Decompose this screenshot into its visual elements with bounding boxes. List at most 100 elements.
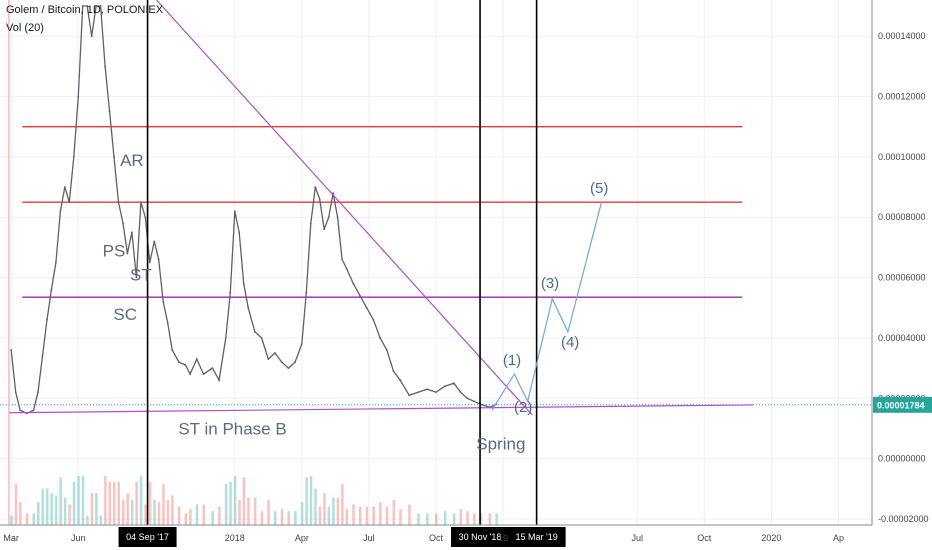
date-marker-label: 30 Nov '18	[459, 532, 502, 542]
current-price-label: 0.00001784	[877, 400, 925, 410]
price-point	[99, 5, 102, 7]
projection-path	[491, 202, 603, 411]
volume-bar	[336, 497, 340, 525]
price-point	[171, 349, 174, 351]
volume-bar	[309, 476, 313, 525]
price-point	[399, 379, 402, 382]
volume-bar	[247, 497, 250, 525]
volume-bar	[202, 504, 205, 525]
wave-label: (2)	[514, 399, 532, 416]
price-point	[177, 361, 180, 363]
price-point	[459, 391, 462, 394]
volume-bar	[435, 513, 438, 525]
volume-bar	[318, 506, 322, 525]
price-point	[224, 337, 227, 339]
volume-bar	[157, 502, 161, 525]
price-point	[153, 240, 156, 243]
current-price-badge	[873, 396, 932, 413]
time-tick-label: Jul	[363, 533, 375, 543]
price-point	[95, 5, 98, 7]
wave-projection: (1) (2) (3) (4) (5)	[491, 180, 608, 416]
price-line	[10, 5, 497, 415]
time-axis[interactable]: Mar Jun 04 Sep '17 2018 Apr Jul Oct 30 Nov '181…	[0, 524, 872, 547]
volume-bar	[10, 515, 13, 525]
time-tick-label: Apr	[295, 533, 309, 543]
price-point	[336, 216, 339, 219]
price-point	[352, 282, 355, 285]
volume-bar	[327, 506, 331, 525]
volume-bar	[177, 506, 181, 525]
wave-label: (5)	[590, 180, 608, 197]
volume-bar	[90, 493, 94, 525]
volume-bar	[280, 508, 284, 525]
volume-bar	[195, 504, 199, 525]
price-point	[452, 382, 455, 385]
price-point	[327, 216, 330, 219]
price-point	[195, 358, 198, 360]
price-tick-label: 0.00004000	[878, 333, 926, 343]
volume-bar	[104, 476, 107, 525]
price-point	[238, 231, 241, 234]
volume-bar	[63, 497, 67, 525]
volume-bar	[488, 513, 492, 525]
volume-bar	[37, 502, 40, 525]
volume-bar	[229, 481, 232, 525]
price-point	[466, 397, 469, 400]
price-point	[139, 201, 142, 204]
price-tick-label: 0.00014000	[878, 31, 926, 41]
price-point	[392, 370, 395, 373]
volume-bar	[135, 481, 138, 525]
price-point	[260, 337, 263, 339]
price-point	[473, 400, 475, 403]
symbol-title[interactable]: Golem / Bitcoin, 1D, POLONIEX	[6, 4, 164, 16]
price-point	[46, 318, 48, 321]
volume-indicator-label[interactable]: Vol (20)	[6, 22, 44, 34]
volume-bar	[365, 506, 369, 525]
volume-bar	[45, 488, 49, 525]
price-point	[90, 35, 93, 38]
downtrend-trendline	[156, 0, 533, 416]
price-point	[287, 367, 290, 370]
price-axis[interactable]: 0.00014000 0.00012000 0.00010000 0.00008000…	[871, 0, 932, 525]
volume-bar	[238, 499, 241, 525]
time-tick-label: Jul	[631, 533, 643, 543]
price-point	[242, 282, 245, 285]
volume-bar	[72, 481, 76, 525]
volume-bar	[267, 499, 270, 525]
price-point	[86, 5, 89, 7]
volume-bar	[14, 484, 18, 525]
price-point	[345, 267, 348, 270]
price-point	[247, 306, 250, 309]
price-point	[372, 318, 375, 321]
volume-bar	[184, 513, 188, 525]
volume-bar	[224, 484, 228, 525]
volume-bar	[81, 476, 85, 525]
volume-bar	[113, 481, 116, 525]
price-point	[379, 337, 382, 339]
price-point	[10, 349, 13, 351]
date-marker-badge	[507, 527, 566, 547]
price-point	[37, 391, 39, 394]
price-point	[385, 349, 388, 351]
volume-bar	[443, 511, 447, 525]
price-point	[157, 258, 160, 261]
volume-bar	[242, 477, 246, 525]
volume-bar	[294, 511, 297, 525]
time-tick-label: Jun	[71, 533, 86, 543]
price-point	[359, 294, 361, 297]
price-point	[63, 186, 66, 188]
price-tick-label: 0.00010000	[878, 152, 926, 162]
volume-bars	[10, 476, 498, 525]
volume-bar	[479, 513, 483, 525]
volume-bar	[99, 515, 103, 525]
volume-bar	[473, 513, 476, 525]
price-point	[68, 201, 71, 204]
volume-bar	[162, 484, 165, 525]
price-point	[417, 391, 420, 394]
price-point	[72, 155, 75, 158]
volume-bar	[399, 508, 402, 525]
volume-bar	[358, 506, 362, 525]
price-point	[309, 222, 312, 225]
price-point	[148, 261, 151, 264]
